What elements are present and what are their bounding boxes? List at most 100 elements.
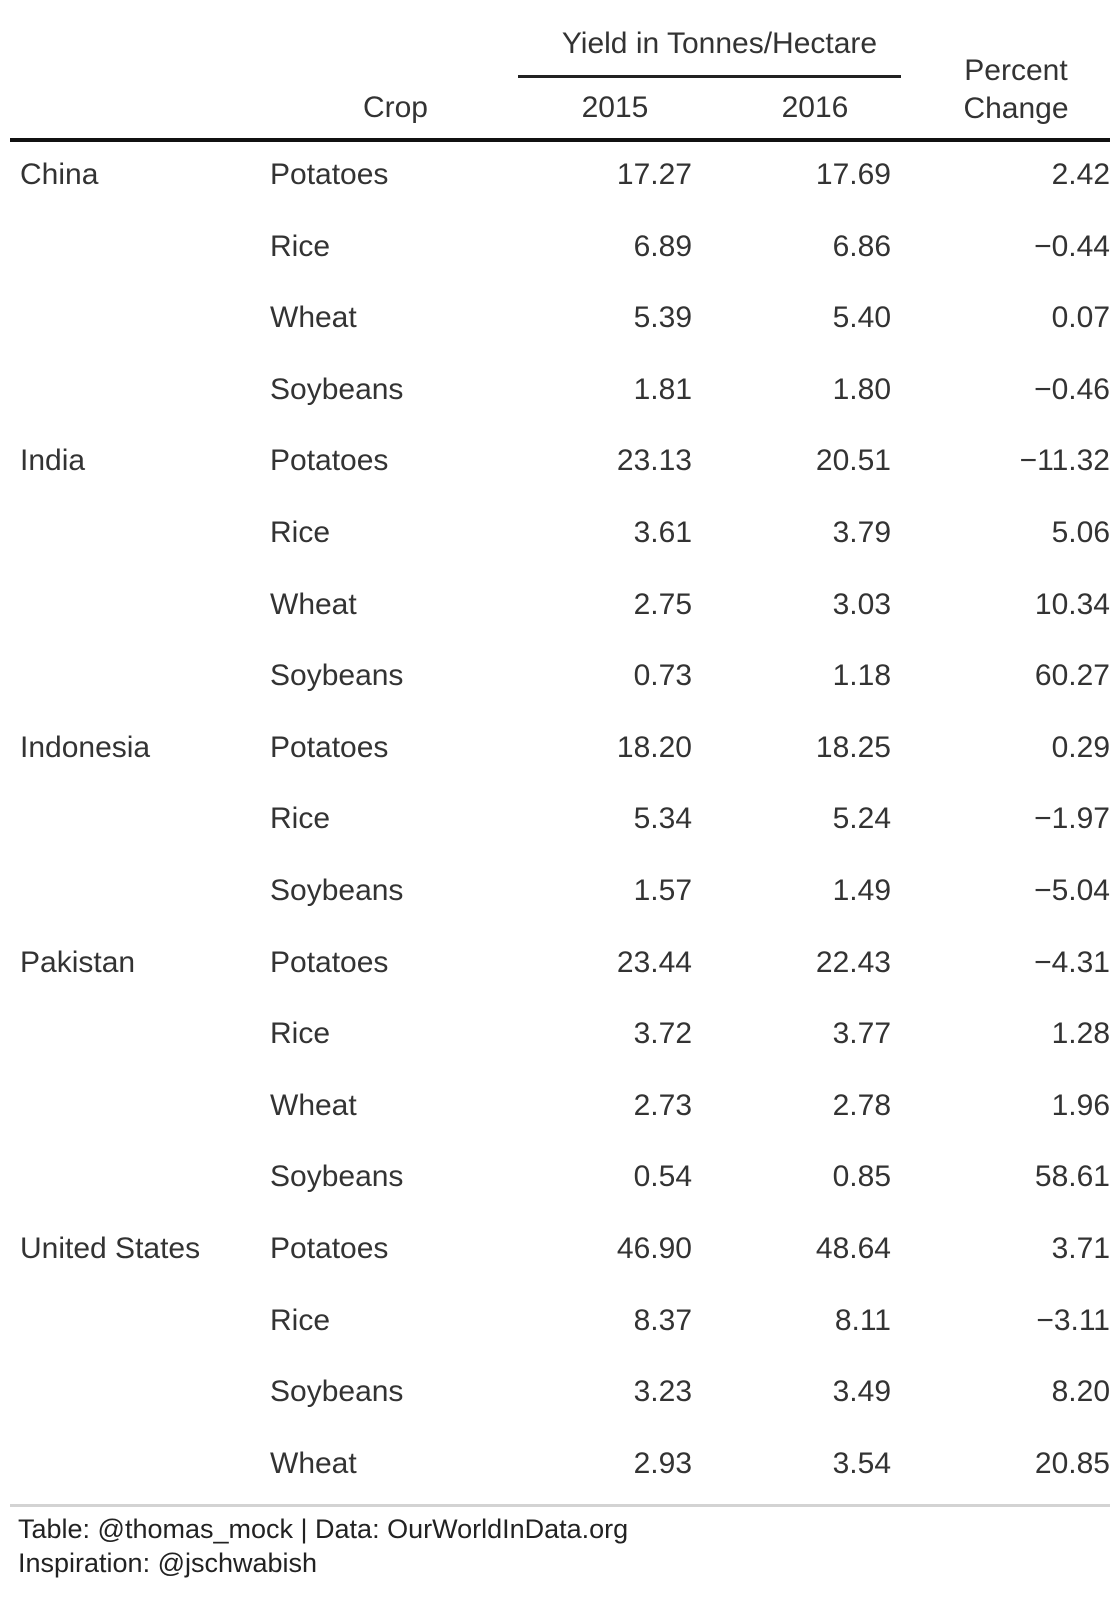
row-crop: Potatoes bbox=[270, 1231, 389, 1265]
yield-2016-cell: 8.11 bbox=[834, 1303, 891, 1337]
yield-2015-cell: 1.81 bbox=[633, 372, 692, 406]
row-crop: Rice bbox=[270, 515, 331, 549]
row-country: United States bbox=[20, 1231, 201, 1265]
row-country: Pakistan bbox=[20, 945, 136, 979]
yield-2016-cell: 5.40 bbox=[832, 301, 891, 335]
percent-change-cell: 8.20 bbox=[1051, 1375, 1110, 1409]
row-crop: Soybeans bbox=[270, 1160, 404, 1194]
yield-2015-cell: 0.54 bbox=[633, 1160, 692, 1194]
yield-2016-cell: 3.49 bbox=[832, 1375, 891, 1409]
percent-change-cell: −11.32 bbox=[1019, 444, 1110, 478]
yield-2016-cell: 48.64 bbox=[815, 1231, 891, 1265]
row-crop: Wheat bbox=[270, 587, 357, 621]
percent-change-cell: 0.07 bbox=[1051, 301, 1110, 335]
table-row: Soybeans 0.54 0.85 58.61 bbox=[10, 1145, 1110, 1217]
percent-change-cell: −1.97 bbox=[1034, 802, 1110, 836]
yield-2015-cell: 6.89 bbox=[633, 229, 692, 263]
percent-change-cell: 20.85 bbox=[1034, 1446, 1110, 1480]
yield-2015-cell: 3.72 bbox=[633, 1017, 692, 1051]
yield-2015-cell: 18.20 bbox=[616, 730, 692, 764]
row-crop: Rice bbox=[270, 229, 331, 263]
percent-change-cell: 3.71 bbox=[1051, 1231, 1110, 1265]
column-header-2015: 2015 bbox=[581, 91, 649, 124]
yield-2016-cell: 18.25 bbox=[815, 730, 891, 764]
percent-change-cell: 58.61 bbox=[1034, 1160, 1110, 1194]
row-crop: Rice bbox=[270, 1303, 331, 1337]
column-header-percent-change: Percent Change bbox=[916, 52, 1116, 128]
percent-change-cell: 1.96 bbox=[1051, 1088, 1110, 1122]
row-crop: Soybeans bbox=[270, 659, 404, 693]
row-crop: Potatoes bbox=[270, 945, 389, 979]
table-row: Rice 3.61 3.79 5.06 bbox=[10, 501, 1110, 573]
row-crop: Wheat bbox=[270, 301, 357, 335]
yield-2016-cell: 22.43 bbox=[815, 945, 891, 979]
yield-2015-cell: 8.37 bbox=[633, 1303, 692, 1337]
percent-change-cell: −0.44 bbox=[1034, 229, 1110, 263]
yield-2016-cell: 1.18 bbox=[832, 659, 891, 693]
table-bottom-divider bbox=[10, 1504, 1110, 1507]
table-row: India Potatoes 23.13 20.51 −11.32 bbox=[10, 429, 1110, 501]
percent-change-cell: −5.04 bbox=[1034, 873, 1110, 907]
yield-2015-cell: 23.13 bbox=[616, 444, 692, 478]
column-header-2016: 2016 bbox=[781, 91, 849, 124]
row-country: India bbox=[20, 444, 86, 478]
table-row: Wheat 2.75 3.03 10.34 bbox=[10, 573, 1110, 645]
column-header-crop: Crop bbox=[362, 91, 428, 124]
row-crop: Potatoes bbox=[270, 158, 389, 191]
row-crop: Wheat bbox=[270, 1088, 357, 1122]
table-row: United States Potatoes 46.90 48.64 3.71 bbox=[10, 1217, 1110, 1289]
percent-change-cell: 10.34 bbox=[1034, 587, 1110, 621]
table-row: Pakistan Potatoes 23.44 22.43 −4.31 bbox=[10, 931, 1110, 1003]
table-row: Rice 8.37 8.11 −3.11 bbox=[10, 1289, 1110, 1361]
table-row: Soybeans 1.81 1.80 −0.46 bbox=[10, 358, 1110, 430]
table-row: Wheat 2.73 2.78 1.96 bbox=[10, 1074, 1110, 1146]
yield-2016-cell: 1.49 bbox=[832, 873, 891, 907]
yield-2015-cell: 2.93 bbox=[633, 1446, 692, 1480]
percent-change-cell: −3.11 bbox=[1036, 1303, 1110, 1337]
yield-2016-cell: 6.86 bbox=[832, 229, 891, 263]
spanner-label-yield: Yield in Tonnes/Hectare bbox=[561, 27, 878, 60]
inspiration-credit: Inspiration: @jschwabish bbox=[18, 1548, 318, 1578]
source-credit: Table: @thomas_mock | Data: OurWorldInDa… bbox=[18, 1514, 629, 1544]
percent-change-cell: 1.28 bbox=[1051, 1017, 1110, 1051]
table-row: Rice 5.34 5.24 −1.97 bbox=[10, 787, 1110, 859]
yield-2015-cell: 5.34 bbox=[633, 802, 692, 836]
yield-2016-cell: 3.79 bbox=[832, 515, 891, 549]
table-row: Wheat 5.39 5.40 0.07 bbox=[10, 286, 1110, 358]
yield-2015-cell: 17.27 bbox=[616, 158, 692, 191]
percent-change-cell: 5.06 bbox=[1051, 515, 1110, 549]
yield-2016-cell: 1.80 bbox=[832, 372, 891, 406]
yield-2016-cell: 3.03 bbox=[832, 587, 891, 621]
column-header-percent-line1: Percent bbox=[964, 54, 1068, 87]
table-body: China Potatoes 17.27 17.69 2.42 Rice 6.89 6.86 −… bbox=[10, 143, 1110, 1503]
yield-2016-cell: 3.77 bbox=[832, 1017, 891, 1051]
row-country: China bbox=[20, 158, 99, 191]
row-crop: Potatoes bbox=[270, 444, 389, 478]
table-row: Soybeans 1.57 1.49 −5.04 bbox=[10, 859, 1110, 931]
yield-2015-cell: 3.23 bbox=[633, 1375, 692, 1409]
yield-2016-cell: 20.51 bbox=[815, 444, 891, 478]
row-crop: Soybeans bbox=[270, 1375, 404, 1409]
yield-2015-cell: 2.73 bbox=[633, 1088, 692, 1122]
row-country: Indonesia bbox=[20, 730, 151, 764]
table-row: Indonesia Potatoes 18.20 18.25 0.29 bbox=[10, 716, 1110, 788]
yield-2015-cell: 5.39 bbox=[633, 301, 692, 335]
spanner-underline bbox=[518, 75, 901, 78]
percent-change-cell: 60.27 bbox=[1034, 659, 1110, 693]
percent-change-cell: −0.46 bbox=[1034, 372, 1110, 406]
row-crop: Rice bbox=[270, 1017, 331, 1051]
row-crop: Rice bbox=[270, 802, 331, 836]
yield-2015-cell: 46.90 bbox=[616, 1231, 692, 1265]
yield-2015-cell: 2.75 bbox=[633, 587, 692, 621]
yield-2016-cell: 3.54 bbox=[832, 1446, 891, 1480]
row-crop: Soybeans bbox=[270, 372, 404, 406]
yield-2016-cell: 5.24 bbox=[832, 802, 891, 836]
row-crop: Wheat bbox=[270, 1446, 357, 1480]
percent-change-cell: −4.31 bbox=[1034, 945, 1110, 979]
yield-2015-cell: 0.73 bbox=[633, 659, 692, 693]
table-header: Yield in Tonnes/Hectare Crop 2015 2016 P… bbox=[10, 0, 1110, 142]
yield-2016-cell: 0.85 bbox=[832, 1160, 891, 1194]
table-source-note: Table: @thomas_mock | Data: OurWorldInDa… bbox=[18, 1512, 628, 1580]
table-row: Rice 6.89 6.86 −0.44 bbox=[10, 215, 1110, 287]
header-divider bbox=[10, 138, 1110, 142]
